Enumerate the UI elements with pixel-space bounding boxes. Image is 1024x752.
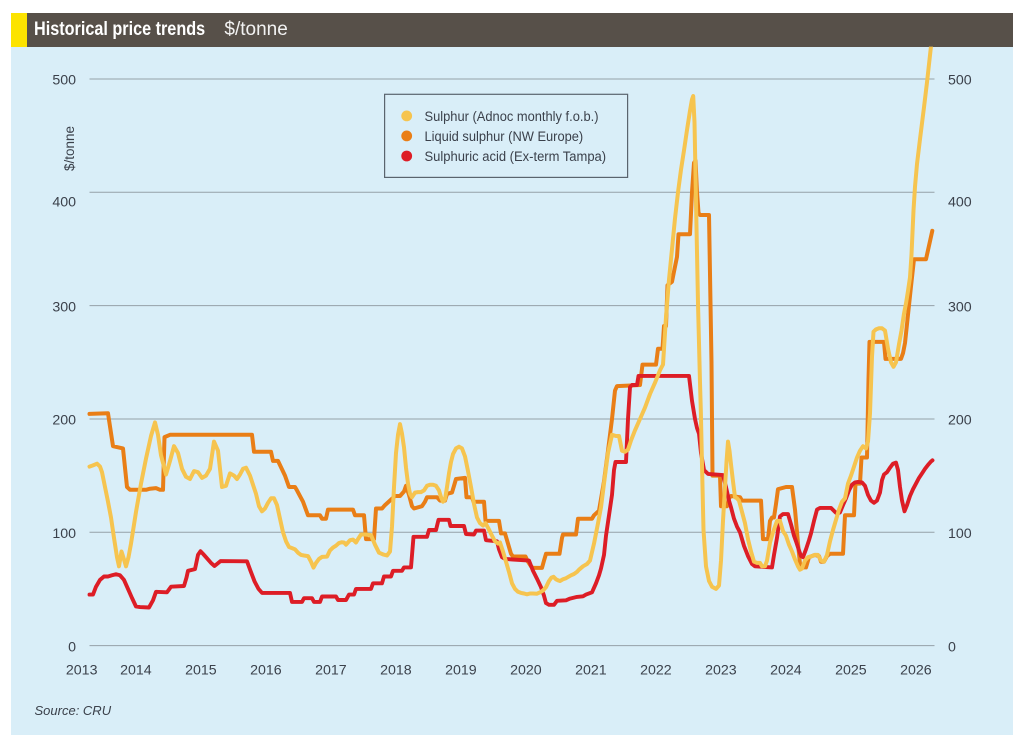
svg-text:300: 300 <box>948 299 972 315</box>
svg-text:200: 200 <box>52 413 76 429</box>
svg-text:2015: 2015 <box>185 663 217 679</box>
svg-text:2017: 2017 <box>315 663 347 679</box>
svg-text:2019: 2019 <box>445 663 477 679</box>
svg-text:400: 400 <box>52 195 76 211</box>
svg-text:2013: 2013 <box>66 663 98 679</box>
svg-text:500: 500 <box>948 73 972 89</box>
svg-text:100: 100 <box>948 526 972 542</box>
svg-text:2026: 2026 <box>900 663 932 679</box>
svg-text:2021: 2021 <box>575 663 607 679</box>
svg-text:Sulphur (Adnoc monthly f.o.b.): Sulphur (Adnoc monthly f.o.b.) <box>425 109 599 125</box>
svg-text:100: 100 <box>52 526 76 542</box>
svg-text:2023: 2023 <box>705 663 737 679</box>
svg-text:Liquid sulphur (NW Europe): Liquid sulphur (NW Europe) <box>425 129 584 145</box>
svg-text:500: 500 <box>52 73 76 89</box>
svg-text:2025: 2025 <box>835 663 867 679</box>
svg-text:0: 0 <box>68 639 76 655</box>
svg-text:2014: 2014 <box>120 663 152 679</box>
svg-text:Sulphuric acid (Ex-term Tampa): Sulphuric acid (Ex-term Tampa) <box>425 149 607 165</box>
svg-text:2016: 2016 <box>250 663 282 679</box>
svg-text:2024: 2024 <box>770 663 802 679</box>
svg-text:200: 200 <box>948 413 972 429</box>
svg-text:0: 0 <box>948 639 956 655</box>
svg-text:400: 400 <box>948 195 972 211</box>
svg-text:2018: 2018 <box>380 663 412 679</box>
svg-text:2020: 2020 <box>510 663 542 679</box>
svg-text:300: 300 <box>52 299 76 315</box>
svg-text:2022: 2022 <box>640 663 672 679</box>
